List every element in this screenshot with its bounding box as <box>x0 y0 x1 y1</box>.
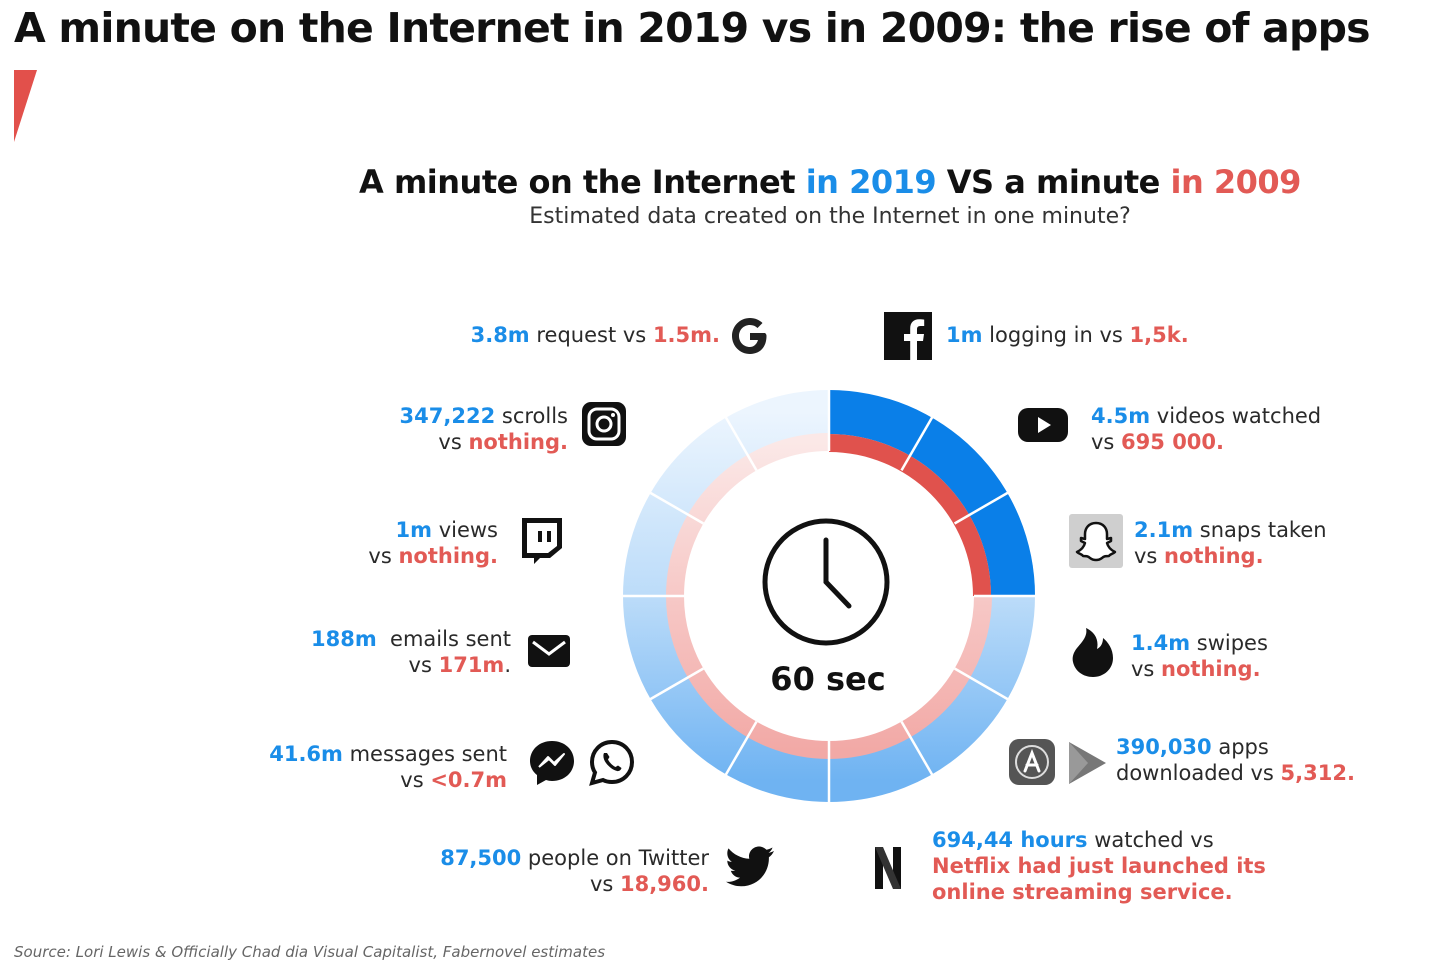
messaging-2019-value: 41.6m <box>269 742 343 766</box>
envelope-icon <box>528 635 570 667</box>
clock-ring <box>622 389 1036 803</box>
email-vs: vs <box>408 653 439 677</box>
facebook-icon <box>884 312 932 360</box>
question-text: Estimated data created on the Internet i… <box>529 204 1131 229</box>
apps-2019-value: 390,030 <box>1116 735 1212 759</box>
facebook-stat: 1m logging in vs 1,5k. <box>946 322 1189 348</box>
netflix-2019-value: 694,44 hours <box>932 828 1088 852</box>
youtube-vs: vs <box>1091 430 1122 454</box>
facebook-label: logging in vs <box>982 323 1130 347</box>
netflix-line3: online streaming service. <box>932 880 1233 904</box>
messenger-icon <box>530 741 574 785</box>
instagram-2009-value: nothing. <box>468 430 568 454</box>
snapchat-icon <box>1069 514 1123 568</box>
google-stat: 3.8m request vs 1.5m. <box>471 322 720 348</box>
google-label: request vs <box>529 323 653 347</box>
instagram-2019-value: 347,222 <box>399 404 496 428</box>
tinder-stat: 1.4m swipes vs nothing. <box>1131 630 1268 682</box>
subtitle-part3: VS a minute <box>936 163 1171 201</box>
messaging-stat: 41.6m messages sent vs <0.7m <box>269 741 507 793</box>
google-2019-value: 3.8m <box>470 323 530 347</box>
youtube-2019-value: 4.5m <box>1091 404 1151 428</box>
email-stat: 188m emails sent vs 171m. <box>311 626 511 678</box>
source-note: Source: Lori Lewis & Officially Chad dia… <box>14 943 606 961</box>
email-label: emails sent <box>376 627 511 651</box>
subtitle-year-2019: in 2019 <box>805 163 937 201</box>
twitter-2019-value: 87,500 <box>440 846 522 870</box>
twitter-label: people on Twitter <box>521 846 709 870</box>
apps-label: apps <box>1211 735 1269 759</box>
messaging-2009-value: <0.7m <box>430 768 507 792</box>
twitch-stat: 1m views vs nothing. <box>368 517 498 569</box>
twitter-vs: vs <box>589 872 620 896</box>
twitter-stat: 87,500 people on Twitter vs 18,960. <box>440 845 709 897</box>
snapchat-2019-value: 2.1m <box>1134 518 1194 542</box>
google-icon <box>732 318 767 354</box>
subtitle-year-2009: in 2009 <box>1170 163 1301 201</box>
tinder-icon <box>1072 628 1113 677</box>
twitch-vs: vs <box>368 544 399 568</box>
tinder-label: swipes <box>1190 631 1268 655</box>
twitch-icon <box>522 518 562 564</box>
email-2019-value: 188m <box>310 627 377 651</box>
google-2009-value: 1.5m. <box>652 323 720 347</box>
facebook-2009-value: 1,5k. <box>1129 323 1189 347</box>
ring-divider <box>724 416 758 472</box>
netflix-label: watched vs <box>1087 828 1214 852</box>
twitch-2019-value: 1m <box>395 518 433 542</box>
instagram-label: scrolls <box>495 404 568 428</box>
ring-divider <box>724 720 758 776</box>
subtitle-part1: A minute on the Internet <box>359 163 806 201</box>
ring-dividers <box>622 389 1036 803</box>
ring-divider <box>900 720 934 776</box>
whatsapp-icon <box>589 739 635 786</box>
youtube-2009-value: 695 000. <box>1121 430 1225 454</box>
instagram-icon <box>582 402 626 446</box>
tinder-2009-value: nothing. <box>1161 657 1261 681</box>
netflix-icon <box>875 847 901 889</box>
twitch-2009-value: nothing. <box>398 544 498 568</box>
ring-divider <box>953 491 1009 525</box>
snapchat-vs: vs <box>1134 544 1165 568</box>
app-store-icon <box>1009 739 1055 785</box>
ring-divider <box>649 667 705 701</box>
youtube-stat: 4.5m videos watched vs 695 000. <box>1091 403 1321 455</box>
twitter-icon <box>726 846 774 887</box>
messaging-vs: vs <box>400 768 431 792</box>
infographic-subtitle: A minute on the Internet in 2019 VS a mi… <box>0 163 1456 201</box>
clock-icon <box>762 518 890 646</box>
ring-highlight-2019 <box>829 390 1035 596</box>
youtube-label: videos watched <box>1150 404 1322 428</box>
play-store-icon <box>1069 742 1106 784</box>
facebook-2019-value: 1m <box>946 323 983 347</box>
center-label: 60 sec <box>770 660 886 698</box>
email-period: . <box>504 653 511 677</box>
netflix-stat: 694,44 hours watched vs Netflix had just… <box>932 827 1266 905</box>
snapchat-2009-value: nothing. <box>1164 544 1264 568</box>
apps-stat: 390,030 apps downloaded vs 5,312. <box>1116 734 1355 786</box>
apps-vs: downloaded vs <box>1116 761 1281 785</box>
snapchat-label: snaps taken <box>1193 518 1327 542</box>
tinder-2019-value: 1.4m <box>1131 631 1191 655</box>
apps-2009-value: 5,312. <box>1280 761 1355 785</box>
messaging-label: messages sent <box>342 742 507 766</box>
ring-highlight-2009 <box>829 434 991 596</box>
instagram-vs: vs <box>438 430 469 454</box>
ring-divider <box>953 667 1009 701</box>
main-title: A minute on the Internet in 2019 vs in 2… <box>14 4 1371 52</box>
instagram-stat: 347,222 scrolls vs nothing. <box>400 403 568 455</box>
tinder-vs: vs <box>1131 657 1162 681</box>
ring-divider <box>649 491 705 525</box>
twitch-label: views <box>432 518 498 542</box>
twitter-2009-value: 18,960. <box>619 872 709 896</box>
accent-mark <box>14 70 37 142</box>
ring-divider <box>900 416 934 472</box>
email-2009-value: 171m <box>438 653 505 677</box>
snapchat-stat: 2.1m snaps taken vs nothing. <box>1134 517 1327 569</box>
netflix-line2: Netflix had just launched its <box>932 854 1266 878</box>
youtube-icon <box>1018 408 1068 442</box>
